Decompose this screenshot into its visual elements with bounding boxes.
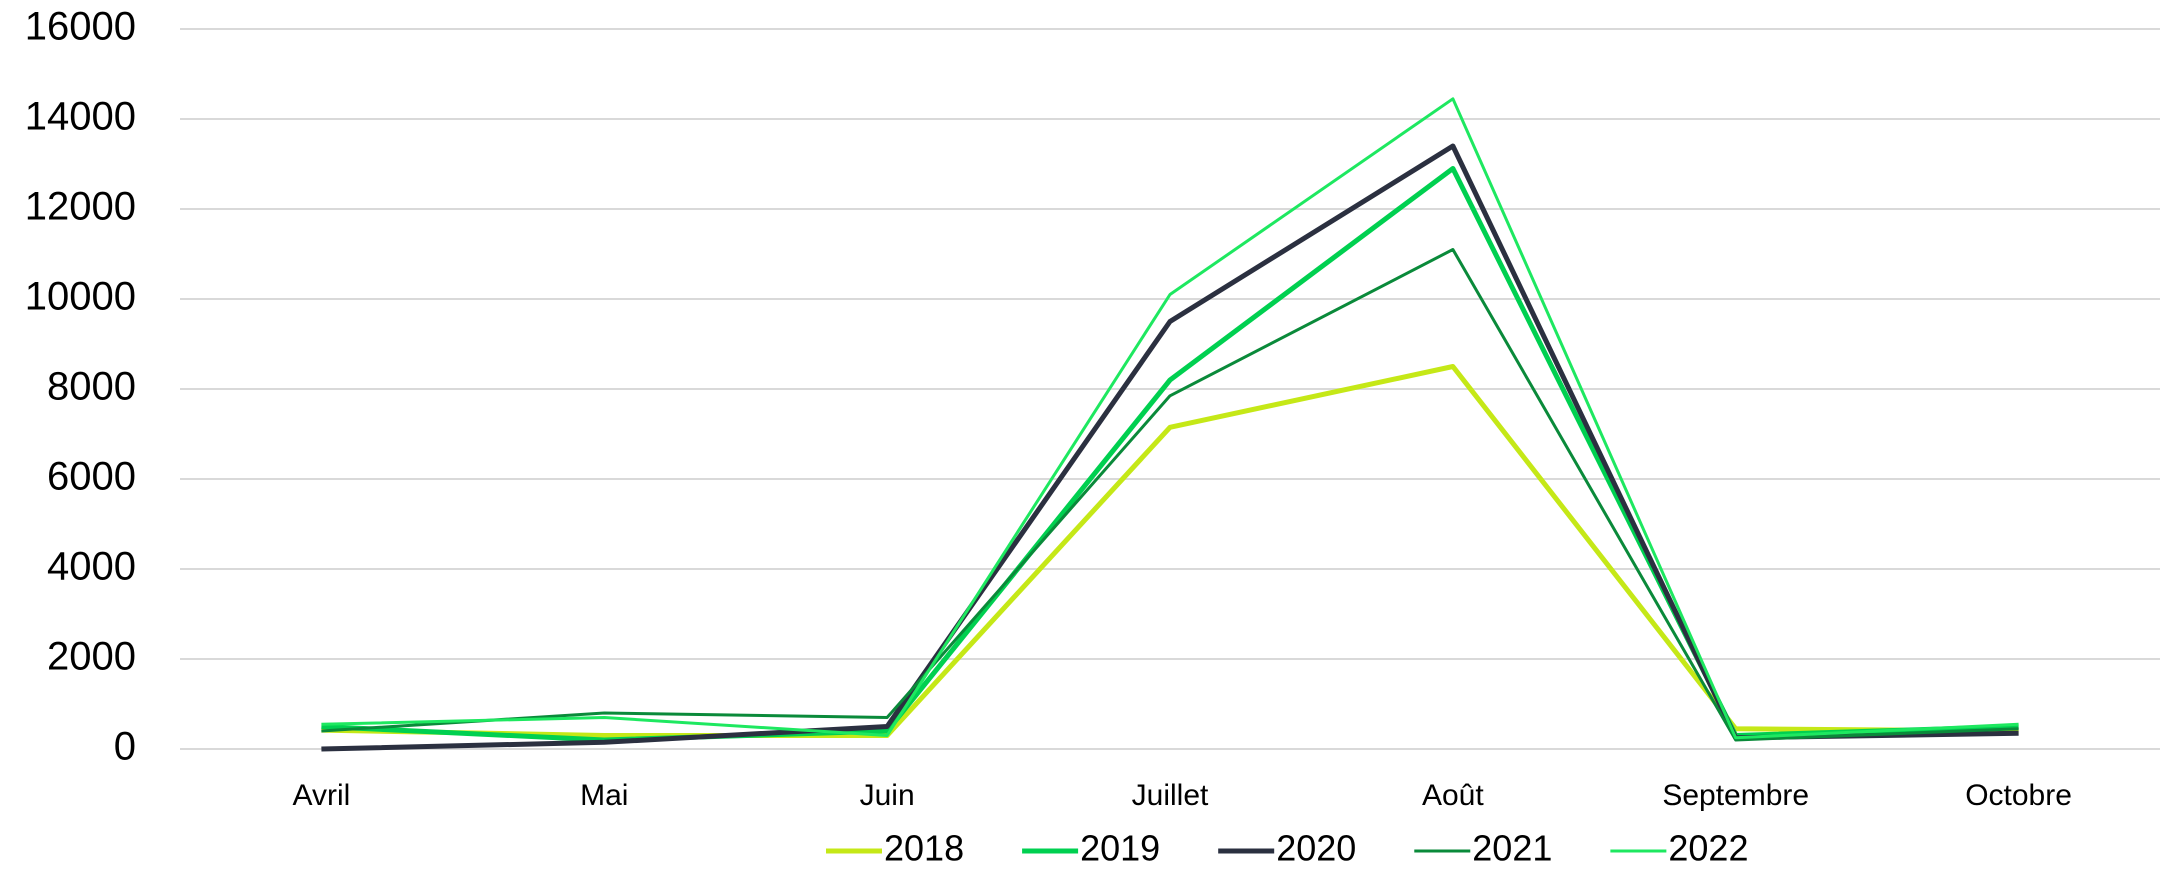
x-tick-label: Juin bbox=[860, 779, 915, 812]
series-line bbox=[321, 166, 2019, 743]
y-tick-label: 6000 bbox=[47, 455, 136, 499]
y-tick-label: 10000 bbox=[25, 275, 136, 319]
legend-label: 2019 bbox=[1080, 828, 1160, 869]
y-tick-label: 4000 bbox=[47, 545, 136, 589]
series-line bbox=[321, 97, 2019, 740]
legend-label: 2022 bbox=[1668, 828, 1748, 869]
y-tick-label: 2000 bbox=[47, 635, 136, 679]
x-tick-label: Mai bbox=[580, 779, 628, 812]
x-tick-label: Avril bbox=[293, 779, 351, 812]
x-tick-label: Juillet bbox=[1132, 779, 1209, 812]
y-tick-label: 16000 bbox=[25, 5, 136, 49]
x-tick-label: Octobre bbox=[1965, 779, 2072, 812]
legend-label: 2018 bbox=[884, 828, 964, 869]
legend-label: 2021 bbox=[1472, 828, 1552, 869]
series-line bbox=[321, 364, 2019, 738]
x-tick-label: Septembre bbox=[1662, 779, 1809, 812]
y-tick-label: 8000 bbox=[47, 365, 136, 409]
x-tick-label: Août bbox=[1422, 779, 1484, 812]
y-tick-label: 12000 bbox=[25, 185, 136, 229]
series-line bbox=[321, 248, 2019, 742]
y-tick-label: 0 bbox=[114, 725, 136, 769]
legend-label: 2020 bbox=[1276, 828, 1356, 869]
y-tick-label: 14000 bbox=[25, 95, 136, 139]
